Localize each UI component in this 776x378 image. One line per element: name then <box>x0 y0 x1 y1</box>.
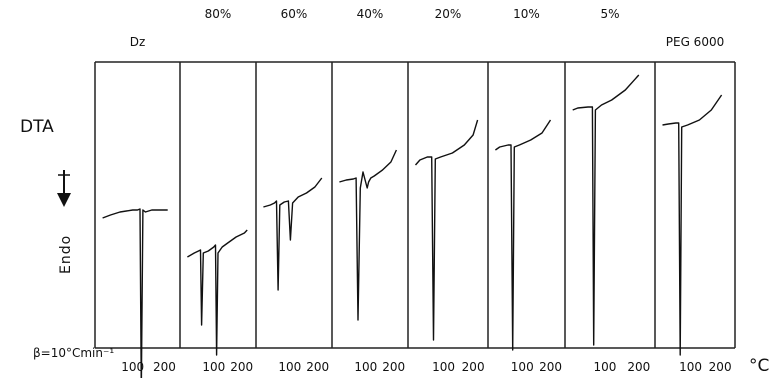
composition-label: PEG 6000 <box>666 35 724 49</box>
composition-labels: Dz 80% 60% 40% 20% 10% 5% PEG 6000 <box>130 7 725 49</box>
heating-rate-label: β=10°Cmin⁻¹ <box>33 346 114 360</box>
x-tick-label: 200 <box>382 360 405 374</box>
dta-curve <box>572 74 640 346</box>
x-tick-labels: 100 200 100 200 100 200 100 200 100 200 100 200 100 2… <box>121 360 731 374</box>
dta-curve <box>494 119 552 351</box>
x-tick-label: 100 <box>202 360 225 374</box>
x-tick-label: 100 <box>354 360 377 374</box>
x-tick-label: 200 <box>153 360 176 374</box>
composition-label: 80% <box>205 7 232 21</box>
x-unit-label: °C <box>749 356 769 376</box>
y-axis-label: DTA <box>20 117 54 137</box>
composition-label: 40% <box>357 7 384 21</box>
composition-label: 60% <box>281 7 308 21</box>
endo-label: Endo <box>58 235 74 274</box>
endo-direction-arrow <box>57 170 71 207</box>
composition-label: 20% <box>435 7 462 21</box>
dta-curve <box>339 149 398 321</box>
x-tick-label: 200 <box>462 360 485 374</box>
dta-curve <box>662 94 723 356</box>
dta-curve <box>263 177 323 291</box>
x-tick-label: 100 <box>121 360 144 374</box>
dta-panels <box>94 61 736 378</box>
composition-label: 10% <box>513 7 540 21</box>
dta-curve <box>102 208 168 378</box>
x-tick-label: 200 <box>306 360 329 374</box>
x-tick-label: 100 <box>278 360 301 374</box>
x-tick-label: 100 <box>511 360 534 374</box>
dta-curve <box>414 119 479 341</box>
composition-label: 5% <box>600 7 619 21</box>
x-tick-label: 200 <box>539 360 562 374</box>
x-tick-label: 200 <box>627 360 650 374</box>
x-tick-label: 100 <box>593 360 616 374</box>
x-tick-label: 100 <box>679 360 702 374</box>
dta-curve <box>187 229 248 356</box>
x-tick-label: 200 <box>709 360 732 374</box>
composition-label: Dz <box>130 35 146 49</box>
x-tick-label: 100 <box>432 360 455 374</box>
x-tick-label: 200 <box>230 360 253 374</box>
